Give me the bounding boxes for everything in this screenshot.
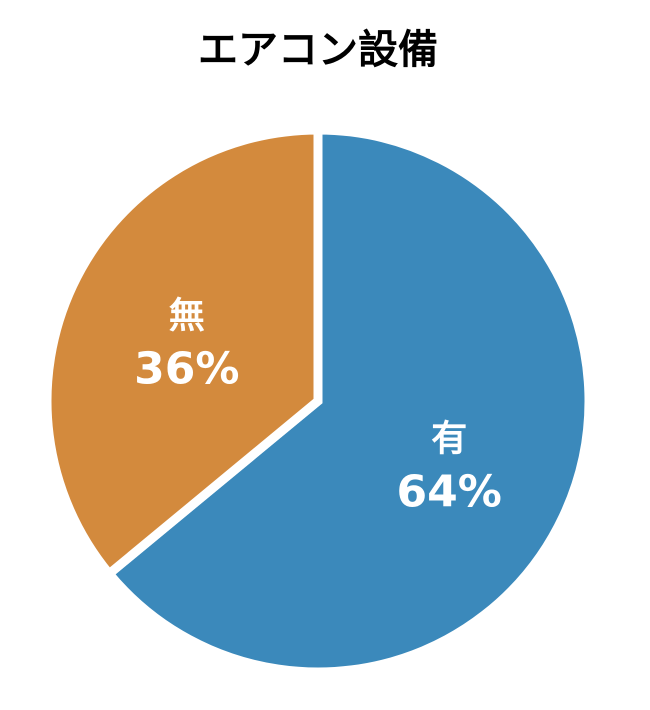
pie-slice	[42, 125, 323, 581]
slice-value-label: 64%	[397, 467, 502, 518]
chart-title: エアコン設備	[198, 27, 438, 73]
pie-slice	[102, 125, 594, 677]
slice-category-label: 無	[169, 295, 205, 336]
slice-category-label: 有	[431, 419, 467, 460]
slice-value-label: 36%	[134, 343, 239, 394]
